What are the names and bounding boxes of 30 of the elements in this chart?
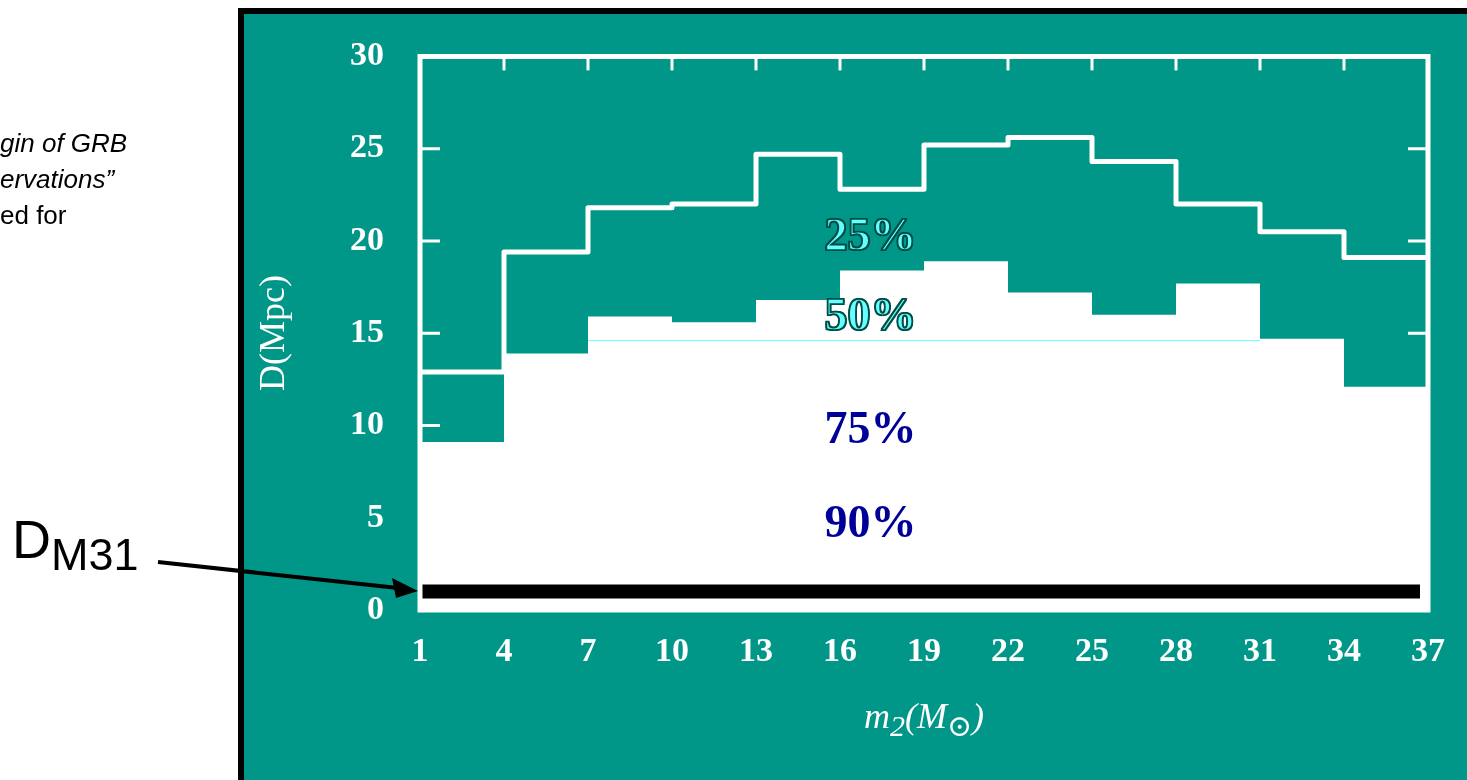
- x-tick-label: 31: [1243, 631, 1277, 669]
- annotation: 90%: [824, 494, 917, 548]
- x-tick-label: 13: [739, 631, 773, 669]
- y-tick-label: 30: [350, 35, 384, 73]
- annotation: 25%: [824, 207, 917, 261]
- y-tick-label: 20: [350, 219, 384, 257]
- x-tick-label: 16: [823, 631, 857, 669]
- x-tick-label: 25: [1075, 631, 1109, 669]
- x-tick-label: 10: [655, 631, 689, 669]
- annotation: 50%: [824, 287, 917, 341]
- y-axis-title: D(Mpc): [251, 275, 293, 392]
- x-tick-label: 22: [991, 631, 1025, 669]
- x-tick-label: 7: [579, 631, 597, 669]
- x-tick-label: 19: [907, 631, 941, 669]
- x-tick-label: 4: [495, 631, 513, 669]
- annotation: 75%: [824, 400, 917, 454]
- y-tick-label: 0: [367, 588, 384, 626]
- x-axis-title: m$_{2}$(M$_{⊙}$): [863, 695, 985, 744]
- y-tick-label: 10: [350, 404, 384, 442]
- y-tick-label: 5: [367, 496, 384, 534]
- ref-line-label: D$_{M31}$: [12, 508, 139, 580]
- x-tick-label: 28: [1159, 631, 1193, 669]
- y-tick-label: 15: [350, 311, 384, 349]
- text: ervations”: [0, 164, 115, 195]
- text: ed for: [0, 200, 67, 231]
- x-tick-label: 34: [1327, 631, 1361, 669]
- y-tick-label: 25: [350, 127, 384, 165]
- text: gin of GRB: [0, 128, 128, 159]
- x-tick-label: 1: [411, 631, 429, 669]
- x-tick-label: 37: [1411, 631, 1445, 669]
